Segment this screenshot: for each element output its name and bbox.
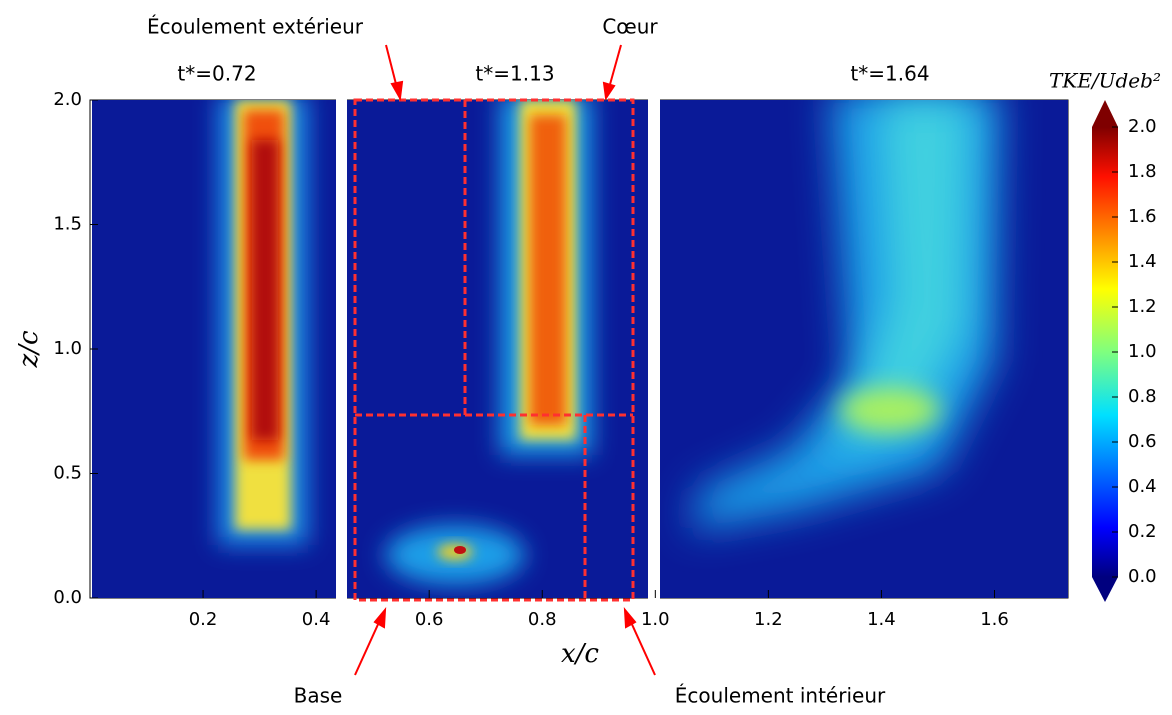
colorbar-tick-label: 1.4 bbox=[1128, 251, 1157, 272]
x-tick-label: 1.2 bbox=[754, 609, 783, 630]
annotation: Cœur bbox=[602, 15, 658, 39]
panel-title: t*=1.64 bbox=[850, 62, 929, 86]
x-tick-label: 1.4 bbox=[867, 609, 896, 630]
x-tick-label: 1.6 bbox=[980, 609, 1009, 630]
heatmap-panel bbox=[660, 100, 1068, 598]
x-axis-label: x/c bbox=[561, 639, 599, 669]
colorbar-tick-label: 0.8 bbox=[1128, 386, 1157, 407]
colorbar-tick-label: 0.2 bbox=[1128, 521, 1157, 542]
annotation: Base bbox=[294, 684, 343, 708]
panel-title: t*=0.72 bbox=[177, 62, 256, 86]
panel-title: t*=1.13 bbox=[475, 62, 554, 86]
region-box bbox=[353, 98, 635, 602]
y-axis-label: z/c bbox=[14, 330, 44, 368]
colorbar-tick-label: 1.0 bbox=[1128, 341, 1157, 362]
y-tick-label: 1.0 bbox=[53, 338, 82, 359]
panel-gap bbox=[648, 98, 660, 600]
y-tick-label: 2.0 bbox=[53, 89, 82, 110]
x-tick-label: 0.2 bbox=[189, 609, 218, 630]
x-tick-label: 0.4 bbox=[302, 609, 331, 630]
panel-gap bbox=[336, 98, 347, 600]
heatmap-panel bbox=[92, 100, 336, 598]
annotation: Écoulement intérieur bbox=[675, 684, 886, 708]
y-tick-label: 1.5 bbox=[53, 214, 82, 235]
colorbar-extend bbox=[1092, 100, 1118, 127]
colorbar-tick-label: 0.6 bbox=[1128, 431, 1157, 452]
heatmap-panel bbox=[347, 100, 648, 598]
colorbar-label: TKE/Udeb² bbox=[1049, 69, 1161, 93]
x-tick-label: 1.0 bbox=[641, 609, 670, 630]
colorbar-tick-label: 1.6 bbox=[1128, 206, 1157, 227]
x-tick-label: 0.6 bbox=[415, 609, 444, 630]
colorbar-tick-label: 0.0 bbox=[1128, 566, 1157, 587]
x-tick-label: 0.8 bbox=[528, 609, 557, 630]
colorbar-tick-label: 0.4 bbox=[1128, 476, 1157, 497]
arrow bbox=[354, 44, 656, 676]
y-tick-label: 0.5 bbox=[53, 463, 82, 484]
colorbar-tick-label: 1.8 bbox=[1128, 161, 1157, 182]
annotation: Écoulement extérieur bbox=[147, 15, 364, 39]
colorbar-tick-label: 2.0 bbox=[1128, 116, 1157, 137]
y-tick-label: 0.0 bbox=[53, 587, 82, 608]
colorbar-tick-label: 1.2 bbox=[1128, 296, 1157, 317]
colorbar-extend bbox=[1092, 577, 1118, 602]
